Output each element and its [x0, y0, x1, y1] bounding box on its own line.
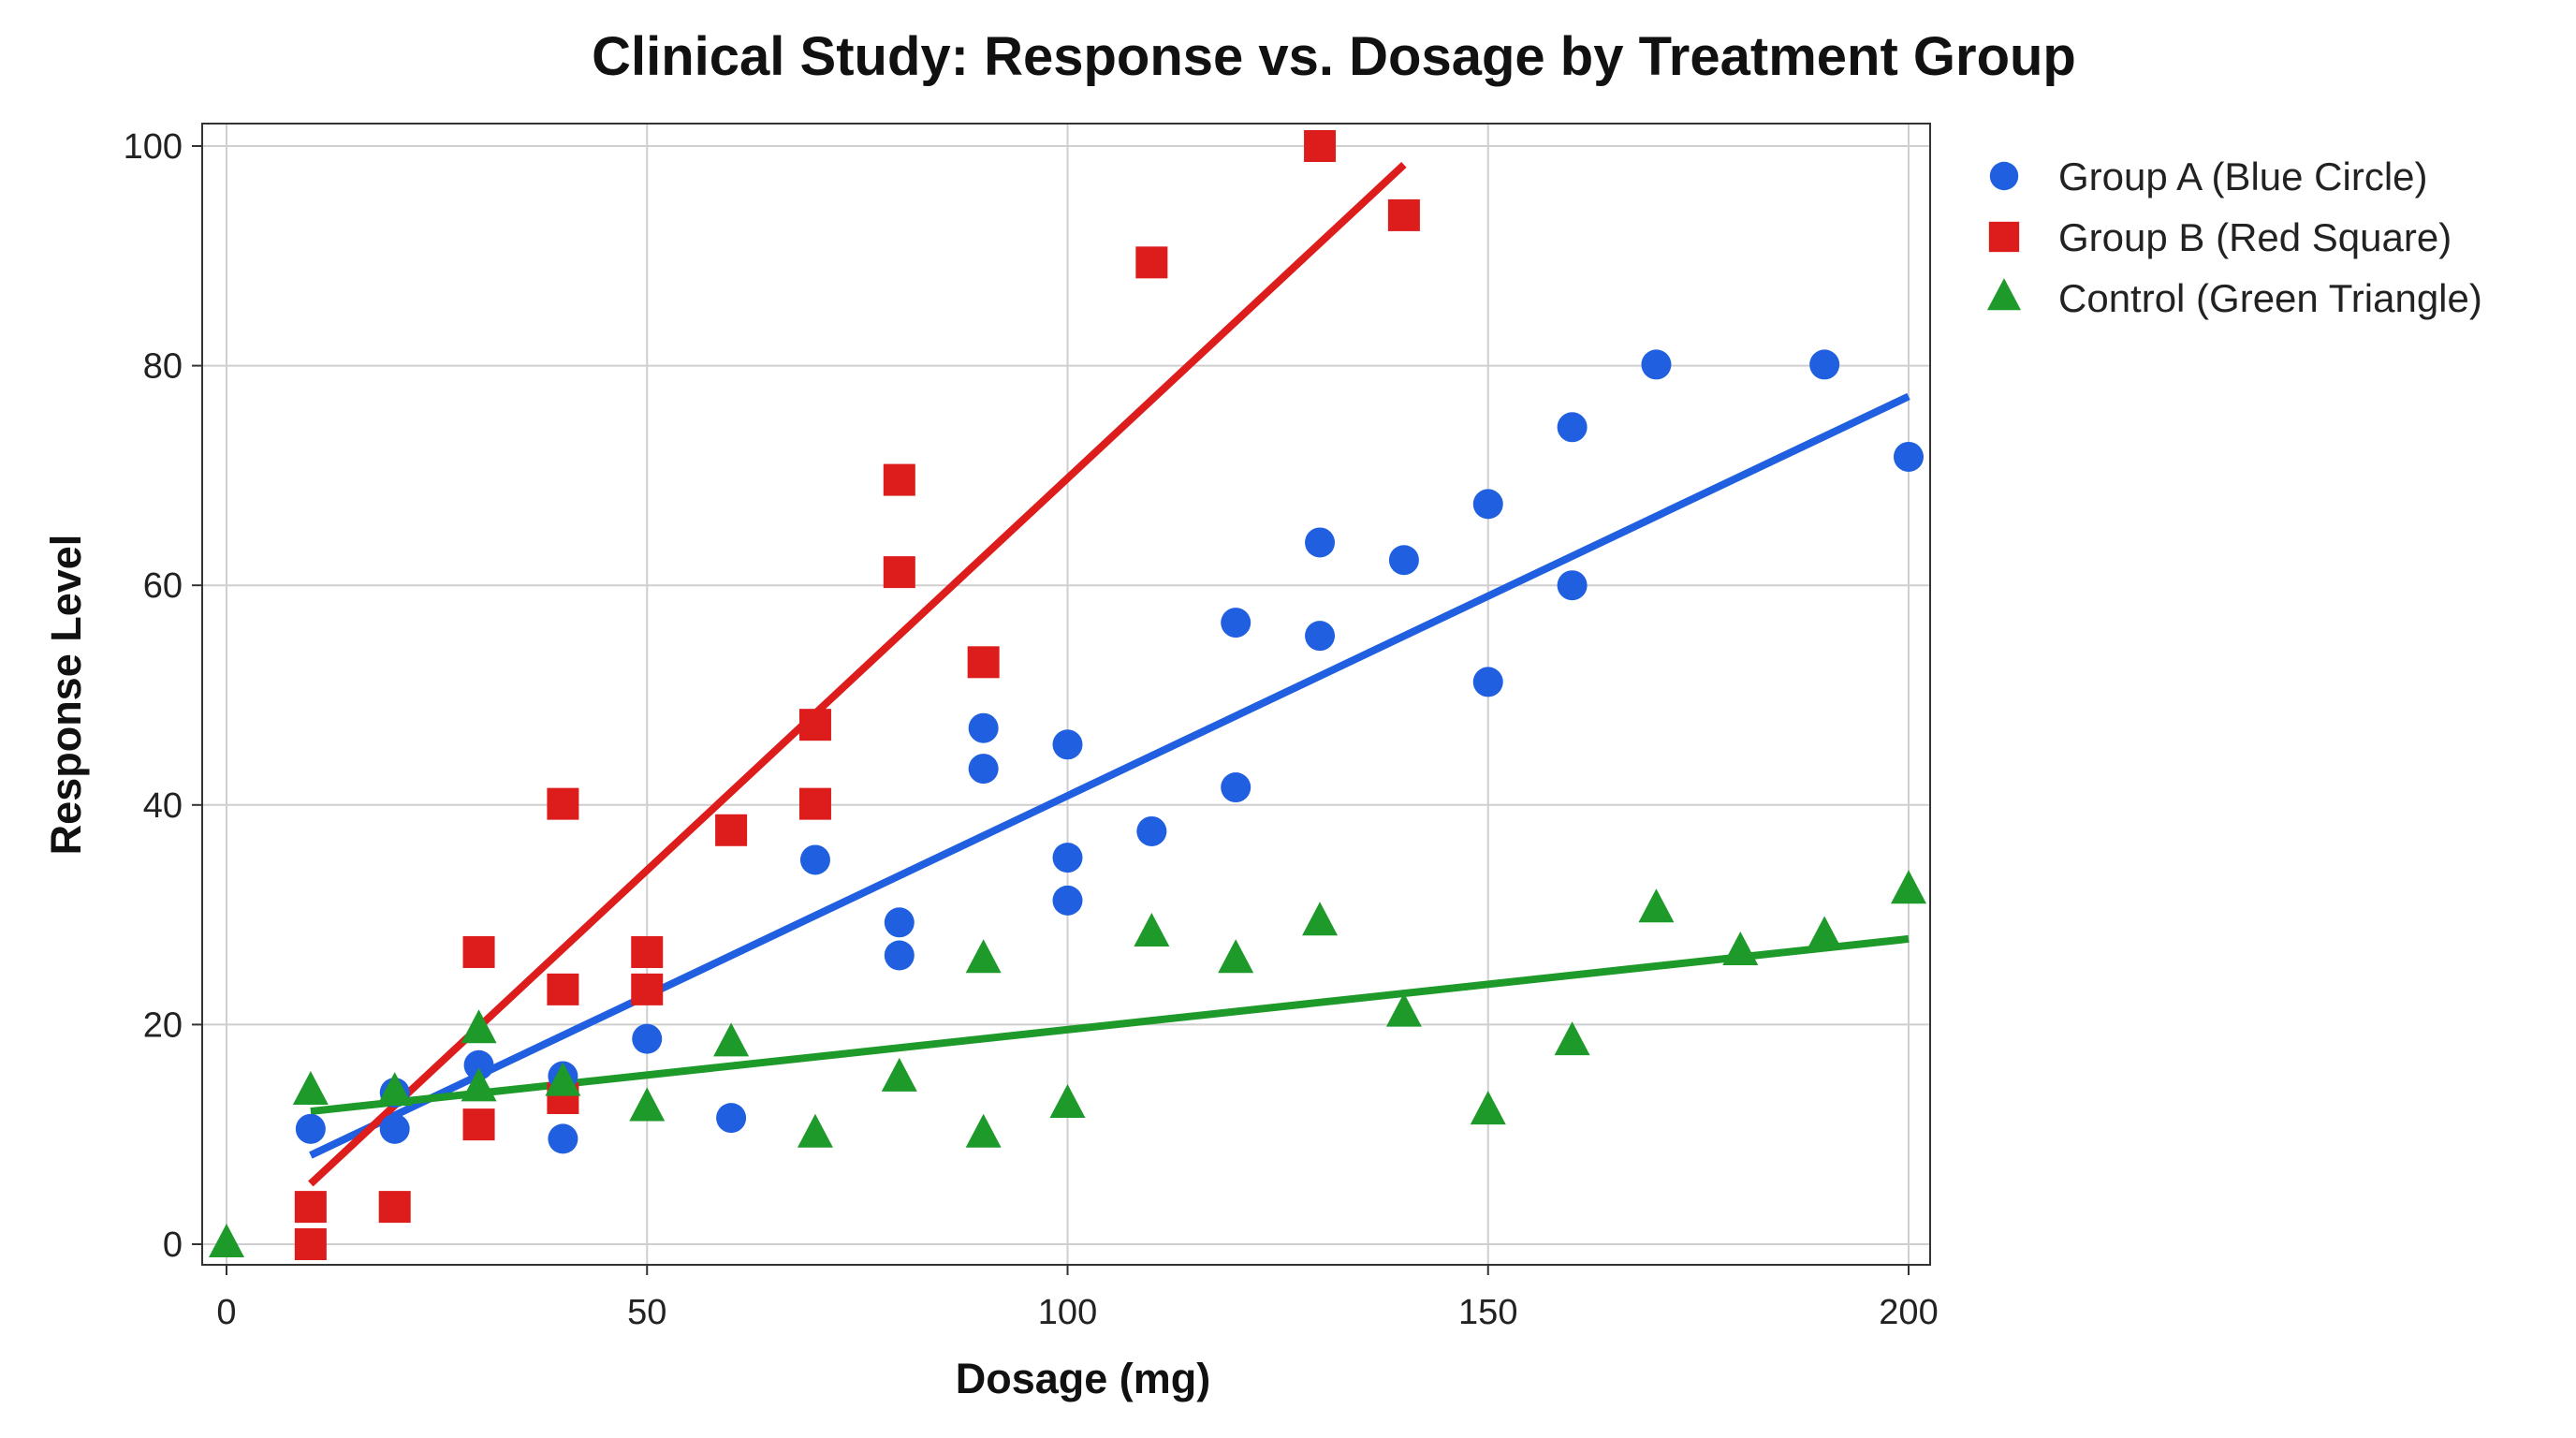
y-axis-label: Response Level — [42, 535, 90, 856]
chart-title: Clinical Study: Response vs. Dosage by T… — [592, 26, 2076, 87]
data-point-triangle — [461, 1067, 497, 1102]
x-tick-label: 150 — [1458, 1293, 1517, 1332]
data-point-square — [1387, 198, 1420, 231]
legend: Group A (Blue Circle) Group B (Red Square… — [1986, 154, 2482, 320]
data-point-circle — [295, 1113, 326, 1144]
legend-label: Group B (Red Square) — [2058, 215, 2452, 259]
data-point-circle — [632, 1023, 663, 1054]
data-point-triangle — [881, 1057, 917, 1092]
legend-label: Group A (Blue Circle) — [2058, 154, 2428, 198]
data-point-triangle — [965, 939, 1002, 974]
data-point-square — [547, 787, 579, 820]
data-point-square — [294, 1228, 327, 1260]
data-point-triangle — [545, 1062, 581, 1096]
data-point-circle — [1305, 621, 1336, 652]
tick-labels: 0 50 100 150 200 0 20 40 60 80 100 — [124, 127, 1939, 1332]
data-point-circle — [1052, 729, 1083, 760]
data-point-triangle — [292, 1070, 329, 1105]
data-point-square — [715, 814, 748, 846]
data-point-triangle — [1134, 913, 1170, 947]
data-point-circle — [1472, 489, 1503, 520]
data-point-circle — [1136, 815, 1167, 846]
y-tick-label: 20 — [143, 1005, 183, 1045]
data-point-triangle — [209, 1224, 244, 1257]
data-point-triangle — [1385, 992, 1422, 1027]
data-point-triangle — [376, 1072, 413, 1107]
data-point-triangle — [1554, 1021, 1590, 1056]
y-tick-label: 80 — [143, 347, 183, 387]
data-point-square — [547, 973, 579, 1005]
plot-frame — [201, 123, 1931, 1266]
legend-label: Control (Green Triangle) — [2058, 276, 2482, 320]
data-point-triangle — [1470, 1091, 1506, 1125]
data-point-triangle — [713, 1022, 750, 1057]
data-point-circle — [799, 844, 830, 875]
data-point-circle — [1305, 527, 1336, 558]
data-point-triangle — [629, 1087, 666, 1122]
data-point-circle — [1894, 441, 1924, 472]
data-point-square — [967, 646, 1000, 679]
data-point-circle — [1809, 349, 1840, 380]
data-point-circle — [1221, 608, 1251, 638]
data-point-square — [294, 1191, 327, 1224]
data-point-circle — [1641, 349, 1672, 380]
data-point-circle — [1557, 570, 1588, 601]
y-tick-label: 60 — [143, 566, 183, 606]
data-point-square — [883, 463, 915, 496]
data-point-triangle — [1807, 916, 1843, 950]
x-tick-label: 100 — [1038, 1293, 1097, 1332]
data-point-square — [631, 973, 664, 1005]
data-points — [209, 130, 1926, 1260]
grid — [192, 124, 1930, 1275]
data-point-square — [462, 935, 495, 968]
data-point-square — [883, 556, 915, 589]
data-point-triangle — [461, 1009, 497, 1044]
data-point-circle — [548, 1123, 578, 1154]
data-point-square — [462, 1108, 495, 1141]
data-point-circle — [1052, 885, 1083, 916]
data-point-circle — [1388, 545, 1419, 576]
data-point-circle — [1472, 667, 1503, 697]
data-point-triangle — [1638, 888, 1675, 923]
trend-line-circle — [309, 392, 1910, 1159]
data-point-triangle — [1049, 1084, 1086, 1119]
data-point-square — [1304, 130, 1337, 162]
x-axis-label: Dosage (mg) — [956, 1355, 1211, 1402]
x-tick-label: 200 — [1879, 1293, 1938, 1332]
x-tick-label: 0 — [216, 1293, 236, 1332]
data-point-circle — [968, 754, 999, 785]
data-point-circle — [716, 1103, 747, 1134]
legend-marker-triangle — [1986, 278, 2022, 311]
trend-line-square — [308, 162, 1407, 1187]
y-tick-label: 100 — [124, 127, 183, 167]
data-point-triangle — [797, 1113, 833, 1148]
data-point-square — [798, 787, 831, 820]
data-point-circle — [884, 907, 915, 938]
data-point-square — [1135, 246, 1168, 279]
data-point-triangle — [1302, 902, 1339, 936]
y-tick-label: 0 — [163, 1225, 183, 1265]
data-point-square — [798, 709, 831, 741]
x-tick-label: 50 — [627, 1293, 666, 1332]
legend-marker-square — [1988, 221, 2020, 253]
data-point-triangle — [1891, 870, 1926, 904]
data-point-circle — [1221, 772, 1251, 803]
data-point-circle — [379, 1113, 410, 1144]
data-point-circle — [1557, 412, 1588, 443]
data-point-circle — [968, 712, 999, 743]
data-point-triangle — [965, 1113, 1002, 1148]
data-point-circle — [1052, 843, 1083, 873]
y-tick-label: 40 — [143, 786, 183, 826]
legend-marker-circle — [1989, 161, 2019, 191]
data-point-triangle — [1722, 931, 1759, 965]
data-point-circle — [463, 1049, 494, 1080]
data-point-triangle — [1218, 939, 1254, 974]
data-point-square — [631, 935, 664, 968]
data-point-square — [378, 1191, 411, 1224]
data-point-circle — [884, 940, 915, 971]
trend-lines — [308, 162, 1910, 1187]
